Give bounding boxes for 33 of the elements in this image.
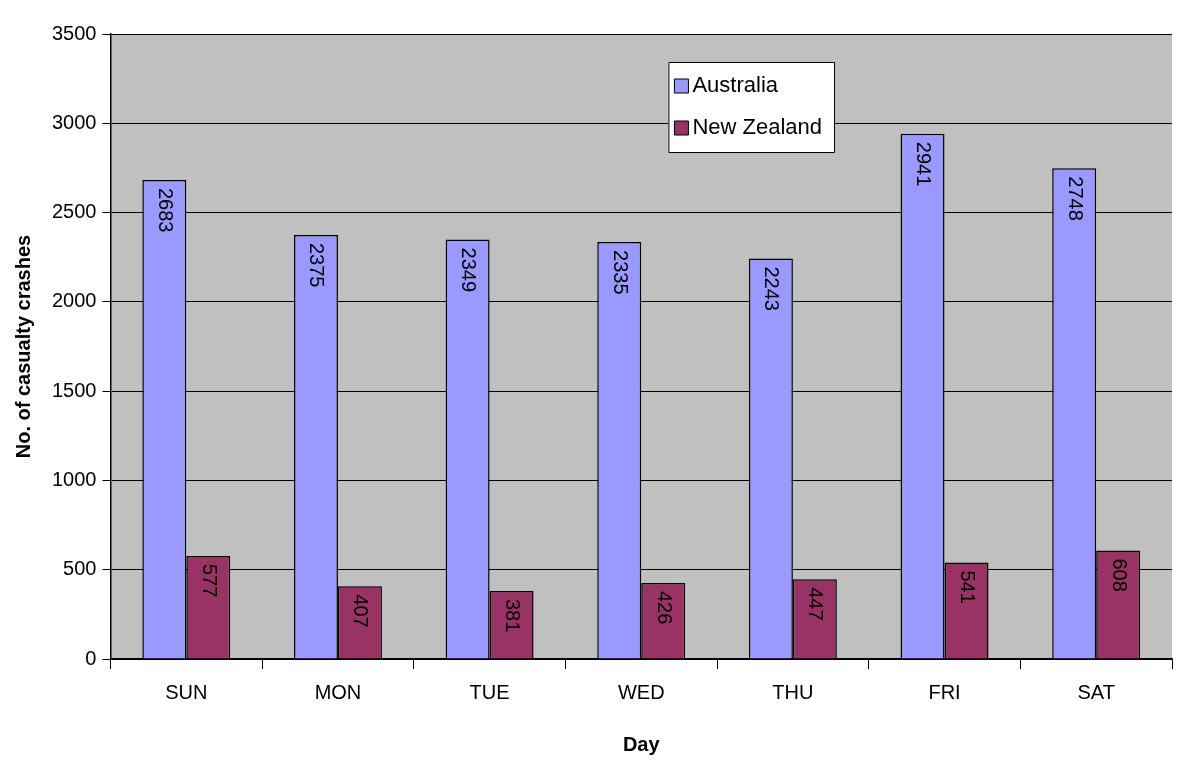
- data-label: 577: [198, 563, 221, 598]
- y-axis-title: No. of casualty crashes: [11, 234, 34, 459]
- x-tick-label: WED: [617, 680, 665, 703]
- data-label: 2375: [306, 242, 329, 288]
- x-tick-label: TUE: [469, 680, 510, 703]
- data-label: 541: [957, 570, 980, 604]
- y-tick-label: 500: [63, 557, 97, 580]
- x-tick-label: SUN: [165, 680, 208, 703]
- y-tick-label: 3500: [51, 21, 97, 44]
- data-label: 2941: [913, 141, 936, 187]
- y-tick-label: 1000: [51, 467, 97, 490]
- data-label: 2748: [1064, 176, 1087, 221]
- data-label: 2683: [154, 187, 177, 233]
- y-tick-label: 2500: [51, 200, 97, 223]
- y-tick-label: 3000: [51, 110, 97, 133]
- legend-label: New Zealand: [692, 114, 823, 140]
- x-axis-title: Day: [622, 732, 661, 755]
- data-label: 2349: [458, 247, 481, 293]
- y-tick-label: 0: [85, 646, 97, 669]
- x-tick-label: THU: [772, 680, 814, 703]
- x-tick-label: MON: [314, 680, 362, 703]
- data-label: 407: [350, 594, 373, 628]
- x-tick-label: FRI: [928, 680, 961, 703]
- data-label: 608: [1108, 558, 1131, 592]
- data-label: 2335: [609, 250, 632, 295]
- data-label: 447: [805, 587, 828, 621]
- y-tick-label: 1500: [51, 378, 97, 401]
- data-label: 2243: [761, 266, 784, 311]
- data-label: 381: [502, 598, 525, 633]
- x-tick-label: SAT: [1077, 680, 1115, 703]
- data-label: 426: [653, 590, 676, 625]
- y-tick-label: 2000: [51, 289, 97, 312]
- legend-label: Australia: [692, 72, 779, 98]
